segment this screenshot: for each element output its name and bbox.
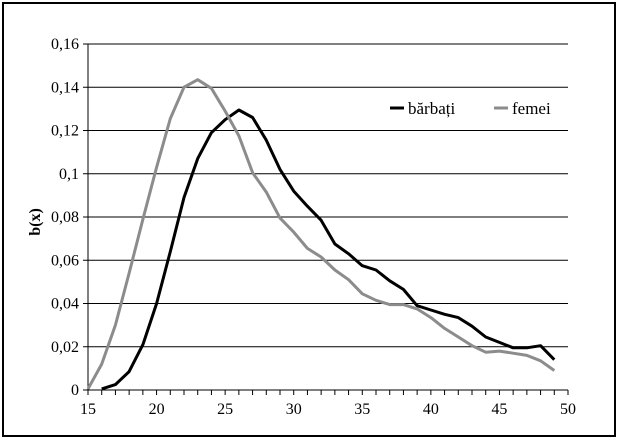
y-tick-label: 0,08	[51, 209, 79, 226]
legend-label: femei	[512, 99, 551, 118]
x-tick-label: 15	[80, 401, 96, 418]
x-tick-label: 20	[149, 401, 165, 418]
y-tick-label: 0	[71, 382, 79, 399]
chart-frame: 0 0,02 0,04 0,06 0,08 0,1 0,12 0,14 0,16 15 20 25 30…	[2, 2, 616, 437]
x-tick-label: 45	[491, 401, 507, 418]
line-chart: 0 0,02 0,04 0,06 0,08 0,1 0,12 0,14 0,16 15 20 25 30…	[27, 36, 576, 418]
y-tick-label: 0,04	[51, 296, 79, 313]
y-tick-label: 0,14	[51, 79, 79, 96]
x-tick-label: 40	[423, 401, 439, 418]
series-line-femei	[86, 78, 556, 390]
x-tick-label: 35	[354, 401, 370, 418]
x-tick-label: 30	[286, 401, 302, 418]
legend-label: bărbați	[408, 99, 455, 118]
y-tick-label: 0,16	[51, 36, 79, 53]
y-axis-label: b(x)	[27, 208, 44, 236]
series-line-barbati	[101, 108, 556, 391]
y-tick-label: 0,02	[51, 339, 79, 356]
y-tick-label: 0,06	[51, 252, 79, 269]
x-tick-label: 25	[217, 401, 233, 418]
y-tick-label: 0,1	[59, 166, 79, 183]
x-tick-label: 50	[560, 401, 576, 418]
y-tick-label: 0,12	[51, 123, 79, 140]
legend: bărbați femei	[390, 99, 551, 118]
